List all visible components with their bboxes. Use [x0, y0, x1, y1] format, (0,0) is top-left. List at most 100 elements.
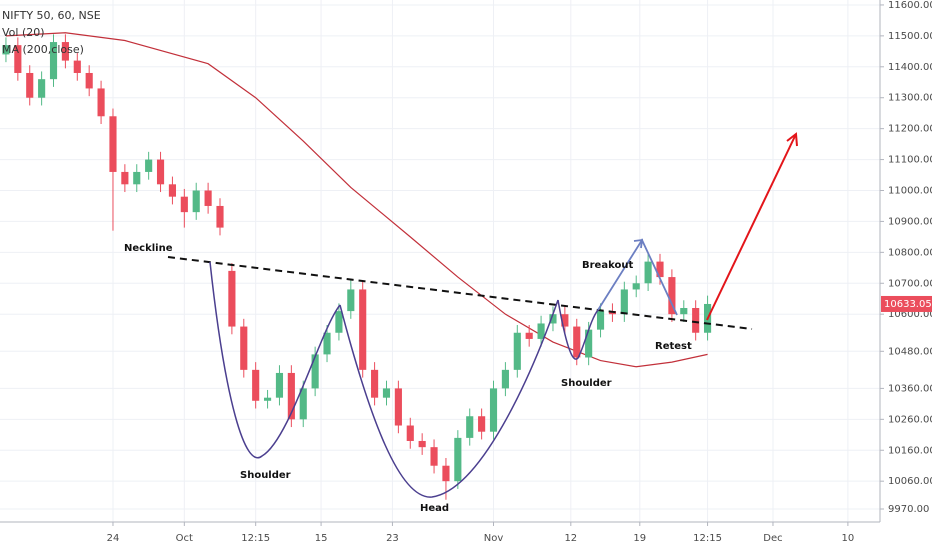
- y-tick-label: 10260.00: [888, 414, 932, 425]
- axes: 11600.00 11500.00 11400.00 11300.00 11200.00…: [107, 0, 932, 544]
- x-tick-label: 12: [564, 533, 577, 544]
- y-tick-label: 11200.00: [888, 124, 932, 135]
- candle-body: [668, 277, 676, 315]
- annotation-label: Neckline: [124, 243, 173, 254]
- candle-body: [26, 72, 34, 98]
- price-axis-bg: [880, 0, 932, 550]
- y-tick-label: 11300.00: [888, 93, 932, 104]
- candle-body: [359, 289, 367, 370]
- y-tick-label: 11100.00: [888, 155, 932, 166]
- target-arrow: [706, 133, 797, 321]
- x-tick-label: 19: [633, 533, 646, 544]
- y-tick-label: 10060.00: [888, 476, 932, 487]
- candle-body: [525, 332, 533, 339]
- candle-body: [121, 171, 129, 185]
- x-tick-label: 23: [386, 533, 399, 544]
- candle-body: [513, 332, 521, 370]
- x-tick-label: Oct: [176, 533, 193, 544]
- candle-body: [430, 447, 438, 466]
- y-tick-label: 11400.00: [888, 62, 932, 73]
- candle-body: [240, 326, 248, 370]
- annotation-label: Head: [420, 503, 449, 514]
- candle-body: [382, 388, 391, 398]
- y-tick-label: 11000.00: [888, 185, 932, 196]
- candle-body: [2, 45, 10, 55]
- left-shoulder-curve: [209, 261, 341, 459]
- candle-body: [371, 369, 379, 398]
- annotation-label: Shoulder: [240, 470, 291, 481]
- candle-body: [620, 289, 628, 315]
- candle-body: [192, 190, 200, 213]
- x-tick-label: 12:15: [693, 533, 722, 544]
- x-tick-label: Dec: [763, 533, 782, 544]
- y-tick-label: 10700.00: [888, 278, 932, 289]
- x-tick-label: 12:15: [241, 533, 270, 544]
- candle-body: [287, 372, 295, 420]
- candle-body: [85, 72, 93, 89]
- drawings: Neckline Shoulder Head Shoulder Breakout Rete…: [124, 132, 798, 514]
- candle-body: [656, 261, 664, 278]
- y-tick-label: 10600.00: [888, 309, 932, 320]
- y-tick-label: 10900.00: [888, 216, 932, 227]
- neckline: [167, 256, 753, 330]
- legend-title: NIFTY 50, 60, NSE: [2, 9, 101, 22]
- candle-body: [692, 308, 700, 333]
- candle-body: [347, 289, 355, 312]
- last-price-box: [881, 295, 932, 312]
- candle-body: [133, 171, 141, 185]
- y-tick-label: 10160.00: [888, 445, 932, 456]
- candle-body: [406, 425, 414, 441]
- y-tick-label: 10480.00: [888, 346, 932, 357]
- y-tick-label: 11600.00: [888, 0, 932, 11]
- candle-body: [264, 397, 272, 401]
- candle-body: [680, 308, 688, 315]
- candle-body: [323, 332, 331, 355]
- target-arrowhead: [786, 132, 798, 147]
- candle-body: [299, 388, 307, 420]
- candle-body: [596, 311, 605, 330]
- legend-ma: MA (200,close): [2, 43, 84, 56]
- candle-body: [180, 196, 188, 213]
- annotation-label: Breakout: [582, 260, 633, 271]
- candle-body: [632, 283, 640, 290]
- y-tick-label: 10360.00: [888, 383, 932, 394]
- annotation-label: Shoulder: [561, 378, 612, 389]
- candle-body: [311, 354, 319, 389]
- candle-body: [561, 314, 569, 327]
- candle-body: [97, 88, 105, 117]
- candle-body: [109, 116, 117, 172]
- candle-body: [252, 369, 260, 401]
- candle-body: [644, 261, 652, 284]
- candle-body: [38, 79, 46, 98]
- candle-body: [478, 416, 486, 432]
- candle-body: [585, 329, 593, 358]
- ma-line: [5, 32, 708, 368]
- y-tick-label: 11500.00: [888, 31, 932, 42]
- candle-body: [204, 190, 212, 206]
- candle-body: [442, 465, 450, 482]
- candle-body: [335, 311, 343, 333]
- candle-body: [501, 369, 509, 389]
- x-tick-label: 15: [315, 533, 328, 544]
- candle-body: [549, 314, 557, 324]
- last-price-label: 10633.05: [884, 299, 932, 310]
- candle-body: [228, 270, 236, 327]
- candle-body: [489, 388, 498, 432]
- candle-body: [156, 159, 165, 185]
- candle-body: [168, 184, 176, 197]
- candle-body: [466, 416, 474, 438]
- legend-volume: Vol (20): [2, 26, 45, 39]
- candle-body: [14, 45, 22, 73]
- candle-body: [454, 437, 462, 482]
- candle-body: [573, 326, 581, 358]
- candle-body: [394, 388, 402, 426]
- x-tick-label: 24: [107, 533, 120, 544]
- y-tick-label: 9970.00: [888, 504, 929, 515]
- y-tick-label: 10800.00: [888, 247, 932, 258]
- breakout-arrowhead: [633, 238, 644, 249]
- annotation-label: Retest: [655, 341, 692, 352]
- candle-body: [49, 42, 58, 80]
- candle-body: [216, 205, 224, 228]
